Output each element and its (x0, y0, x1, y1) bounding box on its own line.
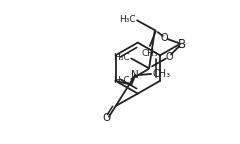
Text: CH₃: CH₃ (153, 69, 171, 79)
Text: H₃C: H₃C (119, 15, 136, 24)
Text: CH₃: CH₃ (142, 49, 158, 58)
Text: O: O (165, 52, 173, 61)
Text: B: B (177, 38, 186, 51)
Text: H₃C: H₃C (113, 53, 130, 62)
Text: O: O (102, 113, 110, 123)
Text: O: O (161, 33, 168, 43)
Text: H₃C: H₃C (113, 76, 130, 85)
Text: N: N (132, 70, 139, 80)
